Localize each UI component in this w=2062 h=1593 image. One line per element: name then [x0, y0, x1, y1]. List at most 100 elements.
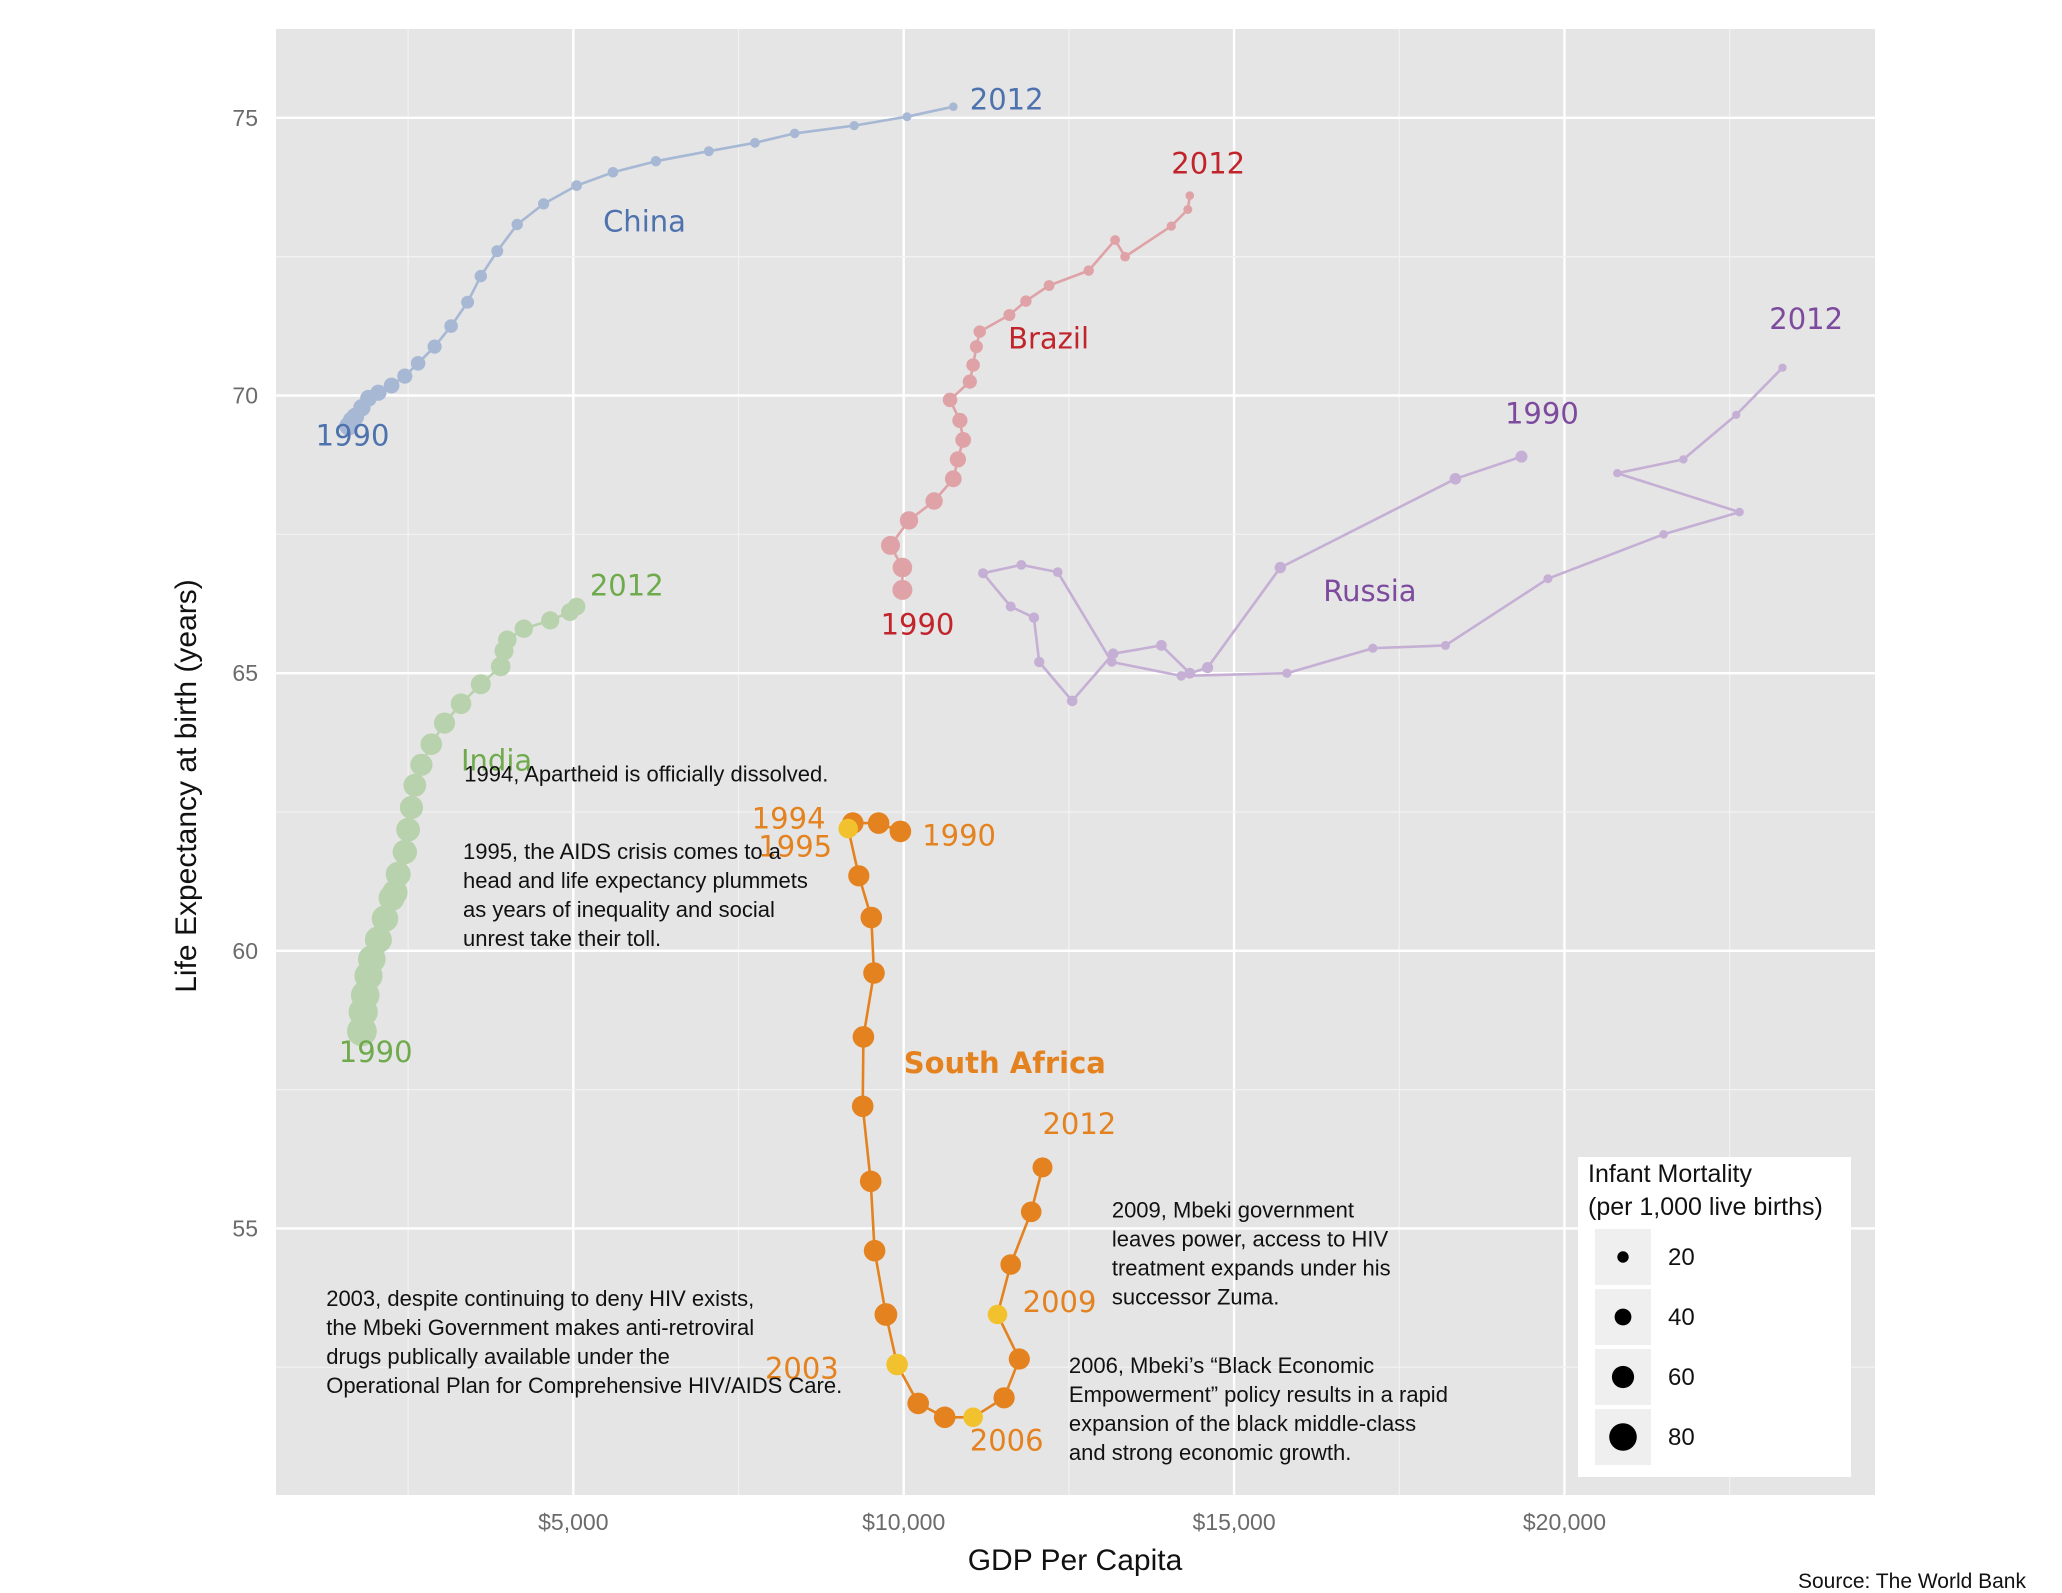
- y-axis-title: Life Expectancy at birth (years): [170, 579, 203, 993]
- x-tick-label: $10,000: [862, 1509, 945, 1535]
- data-point: [1176, 671, 1186, 681]
- year-label: 1990: [881, 607, 955, 641]
- annotation-line: unrest take their toll.: [463, 926, 661, 951]
- data-point: [607, 167, 619, 178]
- label-layer: China19902012Brazil19902012Russia1990201…: [316, 83, 1843, 1458]
- data-point: [789, 128, 800, 139]
- data-point: [399, 795, 424, 820]
- data-point: [1732, 410, 1741, 419]
- data-point: [1659, 530, 1668, 539]
- series-brazil: [881, 191, 1195, 600]
- data-point: [1166, 221, 1176, 231]
- series-layer: [339, 102, 1787, 1429]
- annotation-line: drugs publically available under the: [326, 1344, 670, 1369]
- data-point: [949, 102, 958, 111]
- data-point: [1449, 473, 1462, 485]
- data-point: [474, 269, 487, 283]
- series-india: [347, 597, 586, 1047]
- data-point: [899, 511, 919, 530]
- annotation-line: leaves power, access to HIV: [1112, 1226, 1389, 1251]
- legend-key-dot: [1609, 1423, 1637, 1451]
- series-line-russia: [981, 366, 1784, 703]
- data-point: [470, 674, 491, 695]
- annotation-line: head and life expectancy plummets: [463, 868, 808, 893]
- annotation-text: 2006, Mbeki’s “Black Economic Empowerment…: [1069, 1353, 1448, 1465]
- data-point: [944, 470, 962, 488]
- legend-title-line: (per 1,000 live births): [1588, 1193, 1823, 1221]
- series-label-south-africa: South Africa: [904, 1046, 1106, 1080]
- data-point: [1032, 1157, 1053, 1178]
- data-point: [933, 1406, 956, 1429]
- source-note: Source: The World Bank: [1798, 1570, 2027, 1593]
- data-point: [838, 818, 858, 839]
- data-point: [892, 579, 913, 600]
- data-point: [444, 319, 458, 333]
- data-point: [1184, 667, 1196, 679]
- y-tick-label: 75: [232, 105, 258, 131]
- legend-item-label: 80: [1668, 1424, 1695, 1451]
- data-point: [987, 1304, 1008, 1325]
- legend-item-label: 40: [1668, 1304, 1695, 1331]
- legend: Infant Mortality(per 1,000 live births) …: [1578, 1157, 1851, 1477]
- data-point: [860, 906, 883, 929]
- annotation-line: expansion of the black middle-class: [1069, 1411, 1416, 1436]
- y-tick-label: 65: [232, 660, 258, 686]
- data-point: [859, 1170, 882, 1193]
- annotation-line: 1995, the AIDS crisis comes to a: [463, 839, 782, 864]
- legend-item: 60: [1595, 1349, 1695, 1405]
- x-tick-label: $15,000: [1193, 1509, 1276, 1535]
- annotation-text: 2003, despite continuing to deny HIV exi…: [326, 1286, 842, 1398]
- data-point: [1185, 191, 1195, 200]
- data-point: [851, 1095, 874, 1118]
- annotation-line: 2003, despite continuing to deny HIV exi…: [326, 1286, 754, 1311]
- annotation-line: treatment expands under his: [1112, 1255, 1391, 1280]
- annotation-text: 1994, Apartheid is officially dissolved.: [464, 761, 828, 786]
- year-label: 1990: [922, 818, 996, 852]
- annotation-line: Empowerment” policy results in a rapid: [1069, 1382, 1448, 1407]
- data-point: [1735, 507, 1744, 517]
- data-point: [1156, 640, 1167, 651]
- data-point: [364, 926, 392, 954]
- data-point: [1183, 205, 1193, 214]
- data-point: [433, 712, 456, 734]
- data-point: [370, 384, 387, 401]
- data-point: [852, 1026, 875, 1048]
- data-point: [952, 412, 968, 429]
- year-label: 1990: [1505, 396, 1579, 430]
- data-point: [397, 368, 413, 384]
- data-point: [978, 568, 988, 579]
- data-point: [514, 619, 533, 638]
- data-point: [567, 597, 586, 616]
- data-point: [1274, 561, 1287, 574]
- tick-layer: $5,000 $10,000 $15,000 $20,000 55 60 65 70 75: [232, 105, 1606, 1535]
- annotation-line: 2009, Mbeki government: [1112, 1197, 1354, 1222]
- series-line-south-africa: [846, 821, 1044, 1419]
- data-point: [892, 557, 913, 578]
- year-label: 2006: [970, 1424, 1044, 1458]
- data-point: [874, 1303, 898, 1326]
- legend-item-label: 60: [1668, 1364, 1695, 1391]
- legend-item: 40: [1595, 1289, 1695, 1345]
- data-point: [863, 962, 885, 984]
- data-point: [1028, 612, 1040, 623]
- data-point: [385, 861, 411, 887]
- data-point: [703, 146, 714, 157]
- data-point: [1778, 363, 1787, 372]
- data-point: [410, 753, 433, 776]
- data-point: [1120, 251, 1130, 262]
- legend-title-line: Infant Mortality: [1588, 1160, 1752, 1188]
- annotation-line: 2006, Mbeki’s “Black Economic: [1069, 1353, 1374, 1378]
- data-point: [450, 693, 472, 714]
- data-point: [1282, 668, 1292, 678]
- data-point: [886, 1353, 908, 1376]
- y-tick-label: 70: [232, 383, 258, 409]
- year-label: 2009: [1023, 1285, 1097, 1319]
- x-tick-label: $5,000: [538, 1509, 608, 1535]
- data-point: [889, 820, 912, 843]
- data-point: [881, 535, 900, 555]
- data-point: [1679, 455, 1688, 464]
- year-label: 2012: [1769, 302, 1843, 336]
- data-point: [963, 1407, 983, 1428]
- data-point: [571, 180, 582, 192]
- grid-layer: [276, 29, 1875, 1495]
